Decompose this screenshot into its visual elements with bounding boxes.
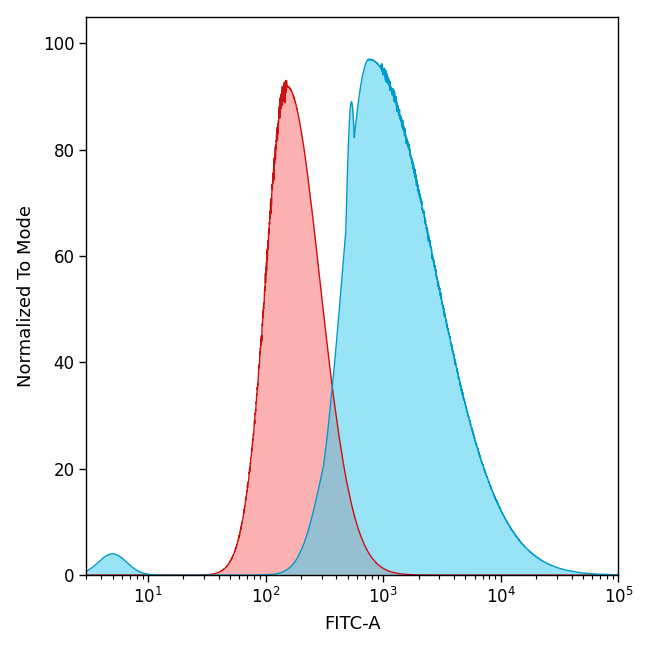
Y-axis label: Normalized To Mode: Normalized To Mode [17,205,34,387]
X-axis label: FITC-A: FITC-A [324,616,381,633]
